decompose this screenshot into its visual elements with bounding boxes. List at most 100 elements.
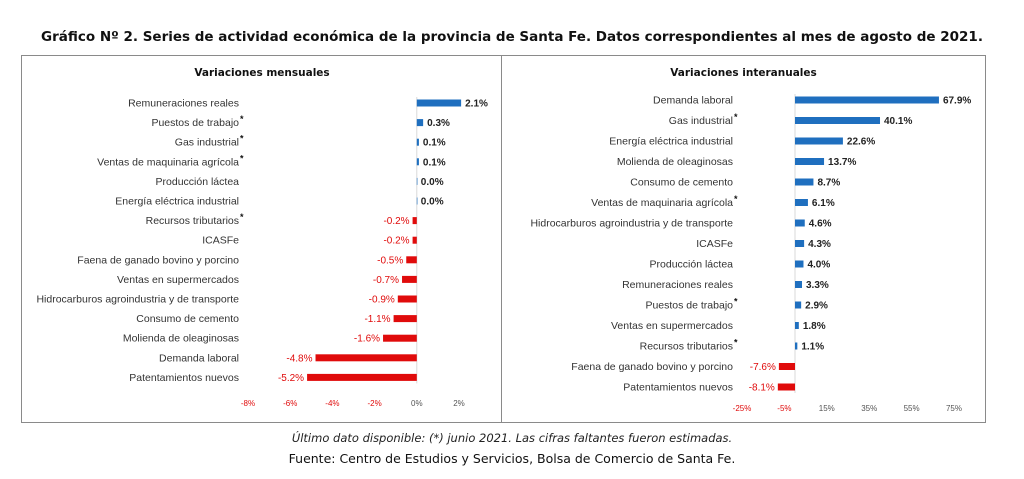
monthly-data-label: 2.1% [465,99,488,110]
monthly-bar [402,275,417,283]
interannual-panel-title: Variaciones interanuales [670,67,817,79]
interannual-category-label: Patentamientos nuevos [623,382,733,394]
monthly-bar [416,158,419,166]
interannual-bar [795,301,802,309]
interannual-x-tick-label: 75% [946,404,962,413]
monthly-category-label: Producción láctea [156,176,240,188]
interannual-data-label: 40.1% [884,116,912,127]
interannual-data-label: 3.3% [806,280,829,291]
interannual-bar [795,199,808,206]
monthly-x-tick-label: 2% [453,399,465,408]
interannual-bar [795,342,798,350]
monthly-bar [416,197,418,205]
interannual-category-label: Demanda laboral [653,95,733,107]
monthly-data-label: 0.3% [427,118,450,129]
monthly-category-label: Patentamientos nuevos [129,372,239,384]
interannual-bar [795,158,825,165]
monthly-data-label: -0.5% [377,255,403,266]
monthly-bar [307,373,417,381]
monthly-data-label: 0.0% [421,197,444,208]
interannual-bar [795,96,939,104]
interannual-category-label: Ventas de maquinaria agrícola [591,197,733,209]
monthly-data-label: -1.6% [354,334,380,345]
interannual-x-tick-label: -5% [777,404,791,413]
interannual-category-label: Recursos tributarios [640,341,733,353]
monthly-asterisk: * [240,153,244,163]
monthly-bar [406,256,417,264]
interannual-category-label: Remuneraciones reales [622,279,733,291]
monthly-x-tick-label: -2% [367,399,381,408]
interannual-category-label: Ventas en supermercados [611,320,733,332]
interannual-data-label: -8.1% [749,383,775,394]
interannual-data-label: 4.0% [807,260,830,271]
monthly-bar [416,138,419,146]
monthly-data-label: 0.1% [423,157,446,168]
monthly-category-label: Molienda de oleaginosas [123,333,239,345]
monthly-category-label: Demanda laboral [159,352,239,364]
interannual-bar [795,117,881,124]
monthly-data-label: 0.0% [421,177,444,188]
monthly-panel-title: Variaciones mensuales [194,67,330,79]
monthly-bar [383,334,417,342]
monthly-variations-chart: Remuneraciones reales 2.1% Puestos de trab… [36,97,488,408]
monthly-bar [315,354,417,362]
monthly-category-label: Energía eléctrica industrial [115,196,239,208]
monthly-bar [416,119,424,127]
interannual-asterisk: * [734,338,738,348]
interannual-data-label: 1.1% [801,342,824,353]
monthly-asterisk: * [240,134,244,144]
monthly-x-tick-label: -6% [283,399,297,408]
interannual-bar [795,260,804,268]
monthly-variations-panel: Variaciones mensuales Remuneraciones rea… [21,55,503,423]
interannual-bar [795,137,843,145]
monthly-data-label: -0.2% [383,236,409,247]
chart-main-title: Gráfico Nº 2. Series de actividad económ… [41,29,983,45]
interannual-x-tick-label: 35% [861,404,877,413]
monthly-category-label: Puestos de trabajo [151,117,239,129]
monthly-x-tick-label: -4% [325,399,339,408]
monthly-category-label: Faena de ganado bovino y porcino [77,254,239,266]
interannual-category-label: Gas industrial [669,115,733,127]
interannual-x-tick-label: 15% [819,404,835,413]
interannual-asterisk: * [734,297,738,307]
monthly-data-label: -0.7% [373,275,399,286]
interannual-x-tick-label: -25% [733,404,752,413]
monthly-bar [412,217,417,225]
monthly-bar [397,295,417,303]
interannual-category-label: Consumo de cemento [630,177,733,189]
interannual-category-label: Puestos de trabajo [645,300,733,312]
monthly-data-label: -1.1% [364,314,390,325]
interannual-category-label: ICASFe [696,238,733,250]
monthly-category-label: Ventas de maquinaria agrícola [97,156,239,168]
interannual-bar [778,363,795,370]
monthly-x-tick-label: -8% [241,399,255,408]
monthly-bar [416,99,462,107]
interannual-data-label: 4.3% [808,239,831,250]
interannual-category-label: Molienda de oleaginosas [617,156,733,168]
interannual-category-label: Producción láctea [650,259,734,271]
interannual-variations-chart: Demanda laboral 67.9%Gas industrial * 40.1%… [530,94,971,413]
monthly-category-label: Ventas en supermercados [117,274,239,286]
interannual-bar [795,178,814,186]
footnote-last-data: Último dato disponible: (*) junio 2021. … [291,431,733,445]
monthly-category-label: Recursos tributarios [146,215,239,227]
interannual-category-label: Energía eléctrica industrial [609,136,733,148]
interannual-category-label: Hidrocarburos agroindustria y de transpo… [530,218,733,230]
monthly-data-label: 0.1% [423,138,446,149]
interannual-bar [777,383,795,391]
interannual-asterisk: * [734,194,738,204]
interannual-data-label: 13.7% [828,157,856,168]
interannual-bar [795,240,805,247]
source-note: Fuente: Centro de Estudios y Servicios, … [288,451,736,466]
interannual-data-label: 22.6% [847,137,875,148]
interannual-data-label: 2.9% [805,301,828,312]
monthly-category-label: Remuneraciones reales [128,98,239,110]
interannual-data-label: 1.8% [803,321,826,332]
monthly-bar [416,177,418,185]
monthly-category-label: Consumo de cemento [136,313,239,325]
monthly-category-label: Hidrocarburos agroindustria y de transpo… [36,294,239,306]
interannual-bar [795,219,805,227]
interannual-asterisk: * [734,112,738,122]
monthly-bar [393,315,417,323]
interannual-data-label: 4.6% [809,219,832,230]
